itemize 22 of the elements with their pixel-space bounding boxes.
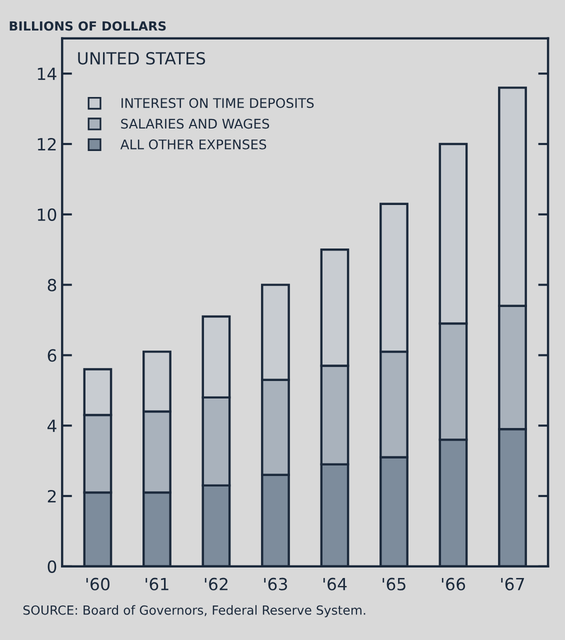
x-tick-label: '65 (382, 578, 406, 590)
y-tick-label: 10 (38, 208, 56, 221)
x-tick-label: '66 (442, 578, 466, 590)
source-note: SOURCE: Board of Governors, Federal Reserve System. (23, 605, 366, 618)
y-axis-title: BILLIONS OF DOLLARS (10, 21, 166, 31)
legend-label: SALARIES AND WAGES (121, 118, 270, 129)
y-tick-label: 0 (48, 560, 56, 573)
legend-label: ALL OTHER EXPENSES (120, 139, 266, 150)
x-tick-label: '62 (204, 578, 228, 590)
x-tick-label: '61 (146, 578, 168, 590)
x-tick-label: '60 (86, 578, 110, 590)
y-tick-label: 12 (38, 138, 56, 150)
y-tick-label: 2 (48, 490, 56, 502)
y-tick-label: 14 (38, 68, 56, 80)
y-tick-label: 8 (48, 278, 56, 292)
x-tick-label: '63 (264, 578, 288, 590)
y-tick-label: 4 (48, 420, 56, 432)
y-tick-label: 6 (48, 349, 56, 362)
legend-label: INTEREST ON TIME DEPOSITS (122, 98, 314, 108)
x-tick-label: '64 (323, 578, 347, 590)
x-tick-label: '67 (501, 578, 524, 590)
text: UNITED STATES (78, 52, 206, 65)
